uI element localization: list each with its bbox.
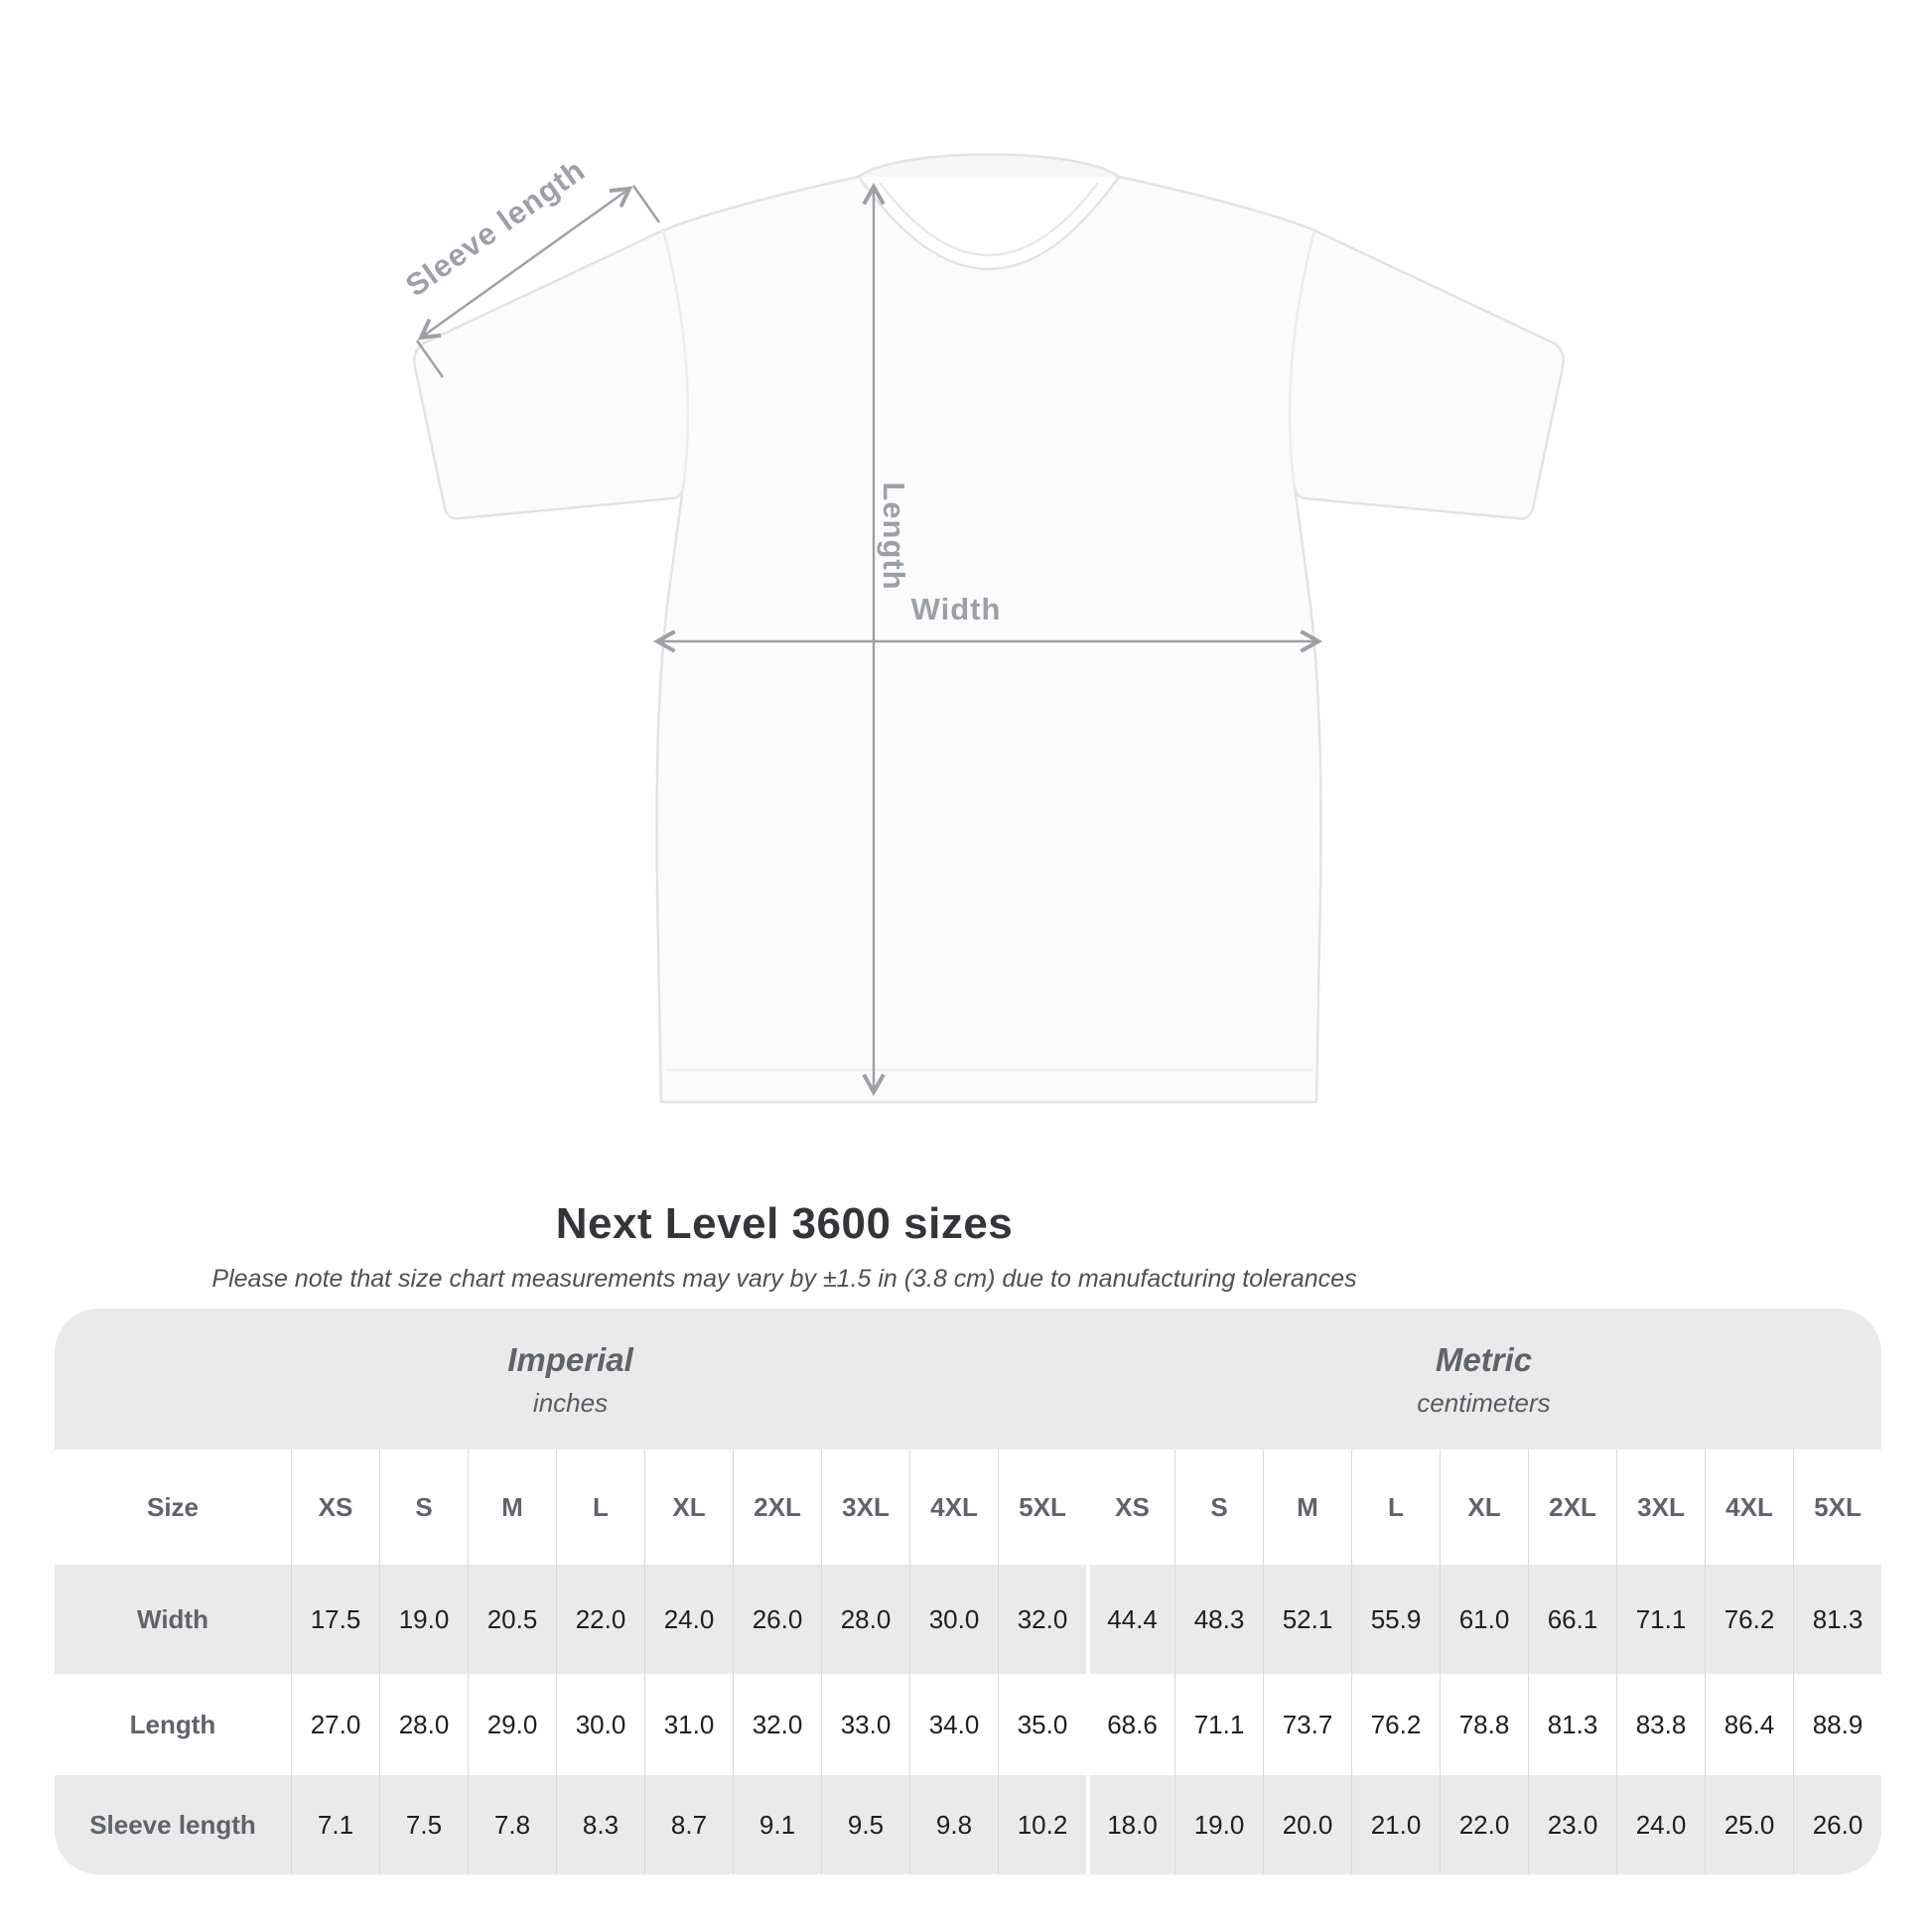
value-cell: 17.5 (291, 1565, 379, 1674)
tshirt-silhouette (413, 153, 1565, 1104)
value-cell: 81.3 (1793, 1565, 1881, 1674)
value-cell: 81.3 (1528, 1674, 1616, 1775)
value-cell: 30.0 (556, 1674, 644, 1775)
value-cell: 25.0 (1705, 1775, 1793, 1874)
value-cell: 66.1 (1528, 1565, 1616, 1674)
value-cell: 22.0 (1440, 1775, 1528, 1874)
width-row: Width 17.5 19.0 20.5 22.0 24.0 26.0 28.0… (55, 1565, 1881, 1674)
value-cell: 9.5 (821, 1775, 909, 1874)
size-header-cell: 4XL (1705, 1449, 1793, 1565)
value-cell: 32.0 (733, 1674, 821, 1775)
tolerance-note: Please note that size chart measurements… (211, 1265, 1357, 1293)
row-label: Width (55, 1565, 291, 1674)
value-cell: 9.8 (909, 1775, 998, 1874)
value-cell: 8.7 (644, 1775, 733, 1874)
value-cell: 24.0 (644, 1565, 733, 1674)
size-header-cell: S (379, 1449, 468, 1565)
value-cell: 48.3 (1174, 1565, 1263, 1674)
value-cell: 23.0 (1528, 1775, 1616, 1874)
value-cell: 21.0 (1351, 1775, 1440, 1874)
value-cell: 7.1 (291, 1775, 379, 1874)
size-header-cell: L (1351, 1449, 1440, 1565)
imperial-label: Imperial (507, 1340, 633, 1378)
value-cell: 31.0 (644, 1674, 733, 1775)
width-label: Width (911, 592, 1002, 626)
value-cell: 61.0 (1440, 1565, 1528, 1674)
value-cell: 28.0 (379, 1674, 468, 1775)
row-label: Length (55, 1674, 291, 1775)
value-cell: 33.0 (821, 1674, 909, 1775)
shirt-measurement-diagram: Sleeve length Length Width (399, 152, 1565, 1104)
value-cell: 8.3 (556, 1775, 644, 1874)
value-cell: 68.6 (1086, 1674, 1174, 1775)
value-cell: 30.0 (909, 1565, 998, 1674)
length-label: Length (877, 482, 911, 590)
value-cell: 32.0 (998, 1565, 1086, 1674)
value-cell: 28.0 (821, 1565, 909, 1674)
value-cell: 22.0 (556, 1565, 644, 1674)
length-row: Length 27.0 28.0 29.0 30.0 31.0 32.0 33.… (55, 1674, 1881, 1775)
size-header-cell: 5XL (1793, 1449, 1881, 1565)
value-cell: 18.0 (1086, 1775, 1174, 1874)
tshirt-graphic: Sleeve length Length Width (399, 152, 1565, 1104)
value-cell: 20.5 (468, 1565, 556, 1674)
imperial-sublabel: inches (532, 1387, 609, 1418)
value-cell: 76.2 (1705, 1565, 1793, 1674)
value-cell: 86.4 (1705, 1674, 1793, 1775)
value-cell: 26.0 (1793, 1775, 1881, 1874)
size-header-cell: M (1263, 1449, 1351, 1565)
value-cell: 27.0 (291, 1674, 379, 1775)
size-header-cell: XL (1440, 1449, 1528, 1565)
row-label: Sleeve length (55, 1775, 291, 1874)
value-cell: 34.0 (909, 1674, 998, 1775)
size-header-cell: XS (1086, 1449, 1174, 1565)
size-header-cell: 4XL (909, 1449, 998, 1565)
value-cell: 35.0 (998, 1674, 1086, 1775)
value-cell: 19.0 (1174, 1775, 1263, 1874)
size-header-row: Size XS S M L XL 2XL 3XL 4XL 5XL XS S M … (55, 1449, 1881, 1565)
unit-header-metric: Metric centimeters (1086, 1309, 1881, 1449)
value-cell: 73.7 (1263, 1674, 1351, 1775)
size-header-cell: 5XL (998, 1449, 1086, 1565)
value-cell: 19.0 (379, 1565, 468, 1674)
value-cell: 52.1 (1263, 1565, 1351, 1674)
value-cell: 71.1 (1616, 1565, 1705, 1674)
value-cell: 7.5 (379, 1775, 468, 1874)
value-cell: 10.2 (998, 1775, 1086, 1874)
metric-label: Metric (1435, 1340, 1533, 1378)
size-header-cell: 2XL (1528, 1449, 1616, 1565)
size-header-cell: L (556, 1449, 644, 1565)
size-chart-table: Imperial inches Metric centimeters Size … (55, 1309, 1881, 1874)
value-cell: 76.2 (1351, 1674, 1440, 1775)
value-cell: 26.0 (733, 1565, 821, 1674)
value-cell: 29.0 (468, 1674, 556, 1775)
size-header-cell: XL (644, 1449, 733, 1565)
value-cell: 78.8 (1440, 1674, 1528, 1775)
value-cell: 44.4 (1086, 1565, 1174, 1674)
value-cell: 7.8 (468, 1775, 556, 1874)
chart-intro: Next Level 3600 sizes Please note that s… (0, 1199, 1569, 1294)
value-cell: 9.1 (733, 1775, 821, 1874)
size-header-cell: 3XL (1616, 1449, 1705, 1565)
size-chart-panel: Imperial inches Metric centimeters Size … (55, 1309, 1881, 1874)
page-title: Next Level 3600 sizes (555, 1199, 1014, 1248)
unit-banner-row: Imperial inches Metric centimeters (55, 1309, 1881, 1449)
size-header-cell: 3XL (821, 1449, 909, 1565)
value-cell: 83.8 (1616, 1674, 1705, 1775)
value-cell: 24.0 (1616, 1775, 1705, 1874)
size-header-cell: S (1174, 1449, 1263, 1565)
metric-sublabel: centimeters (1417, 1387, 1551, 1418)
size-header-cell: XS (291, 1449, 379, 1565)
size-header-cell: M (468, 1449, 556, 1565)
unit-header-imperial: Imperial inches (55, 1309, 1086, 1449)
size-col-header: Size (55, 1449, 291, 1565)
size-header-cell: 2XL (733, 1449, 821, 1565)
sleeve-length-row: Sleeve length 7.1 7.5 7.8 8.3 8.7 9.1 9.… (55, 1775, 1881, 1874)
value-cell: 71.1 (1174, 1674, 1263, 1775)
value-cell: 20.0 (1263, 1775, 1351, 1874)
value-cell: 88.9 (1793, 1674, 1881, 1775)
value-cell: 55.9 (1351, 1565, 1440, 1674)
sleeve-length-arrow (416, 185, 660, 378)
